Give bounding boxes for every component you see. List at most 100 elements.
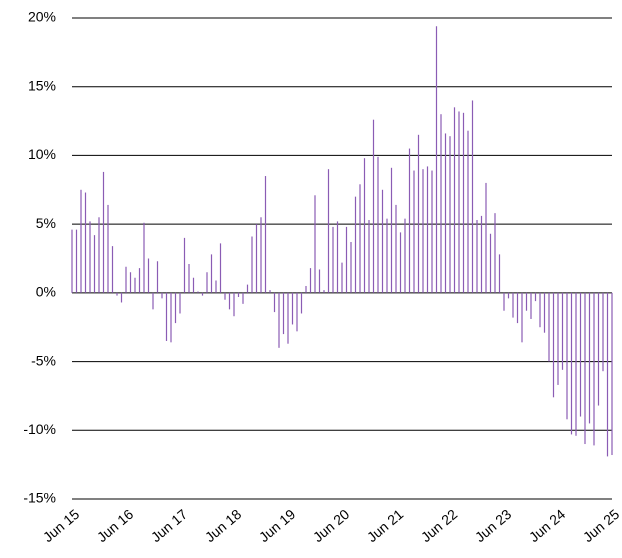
bar — [597, 292, 600, 406]
bar — [399, 232, 402, 293]
bar — [480, 215, 483, 293]
bar — [107, 204, 109, 293]
bar — [143, 222, 145, 293]
bar — [242, 292, 244, 304]
bar — [147, 258, 150, 293]
x-tick-label: Jun 22 — [418, 506, 461, 545]
y-tick-label: -5% — [31, 352, 56, 368]
bar — [210, 254, 213, 293]
y-tick-label: 20% — [28, 9, 56, 25]
y-tick-label: 10% — [28, 146, 56, 162]
bar — [503, 292, 505, 311]
bar — [489, 233, 492, 293]
bar — [381, 189, 384, 293]
bar — [557, 292, 559, 385]
bar — [377, 156, 379, 293]
x-tick-label: Jun 15 — [40, 506, 83, 545]
bar — [89, 221, 91, 293]
x-tick-label: Jun 20 — [310, 506, 353, 545]
bar — [471, 100, 474, 293]
bar — [165, 292, 168, 341]
y-tick-label: 15% — [28, 77, 56, 93]
bar — [93, 235, 96, 293]
bar — [368, 220, 370, 293]
bar — [215, 280, 217, 293]
bar — [156, 261, 159, 293]
bar — [566, 292, 568, 420]
bar — [246, 284, 249, 293]
bar — [588, 292, 591, 424]
bar — [323, 290, 325, 293]
x-tick-label: Jun 19 — [256, 506, 299, 545]
bar — [435, 26, 438, 293]
bar — [336, 221, 339, 293]
bar — [579, 292, 582, 417]
y-tick-label: 5% — [36, 215, 56, 231]
bar — [98, 217, 100, 293]
bar — [138, 268, 141, 293]
bar — [449, 136, 451, 293]
bar — [75, 229, 78, 293]
bar — [116, 292, 118, 296]
bar — [390, 167, 393, 293]
bar — [318, 269, 321, 293]
bar — [534, 292, 537, 302]
bar — [462, 112, 465, 293]
y-tick-label: -15% — [23, 490, 56, 506]
bar — [593, 292, 595, 446]
bar — [431, 170, 433, 293]
bar — [273, 292, 276, 313]
bar — [363, 158, 366, 293]
bar — [332, 226, 334, 293]
bar — [552, 292, 555, 398]
bar — [134, 277, 136, 293]
bar — [395, 204, 397, 293]
bar — [543, 292, 546, 333]
bar — [467, 130, 469, 293]
bar — [152, 292, 154, 310]
bar — [314, 195, 316, 293]
bar — [305, 285, 307, 293]
bar — [408, 148, 411, 293]
bar — [287, 292, 289, 344]
x-tick-label: Jun 25 — [580, 506, 622, 545]
bar — [413, 170, 415, 293]
bar — [453, 107, 456, 293]
bar — [84, 192, 87, 293]
bar — [494, 213, 496, 293]
bar — [269, 290, 271, 293]
bar — [161, 292, 163, 299]
bar — [251, 236, 253, 293]
bar — [219, 243, 222, 293]
bar — [584, 292, 586, 445]
bar — [80, 189, 82, 293]
bar — [354, 196, 357, 293]
bar — [206, 272, 208, 293]
bar — [260, 217, 262, 293]
bar — [530, 292, 532, 319]
bar — [111, 246, 114, 293]
bar — [341, 262, 343, 293]
bar — [71, 229, 73, 293]
bar — [345, 226, 348, 293]
bar — [440, 114, 442, 293]
bar — [498, 254, 501, 293]
bar — [170, 292, 172, 343]
bar — [327, 169, 330, 293]
bar — [372, 119, 375, 293]
bar — [417, 134, 420, 293]
bar — [282, 292, 285, 335]
bar — [291, 292, 294, 325]
bar — [129, 272, 132, 293]
bar — [228, 292, 231, 310]
bar — [485, 182, 487, 293]
bar — [386, 218, 388, 293]
bar — [350, 242, 352, 293]
bar — [125, 266, 127, 293]
bar — [458, 111, 460, 293]
x-tick-label: Jun 24 — [526, 506, 569, 545]
bar — [237, 292, 240, 297]
bar — [507, 292, 510, 299]
